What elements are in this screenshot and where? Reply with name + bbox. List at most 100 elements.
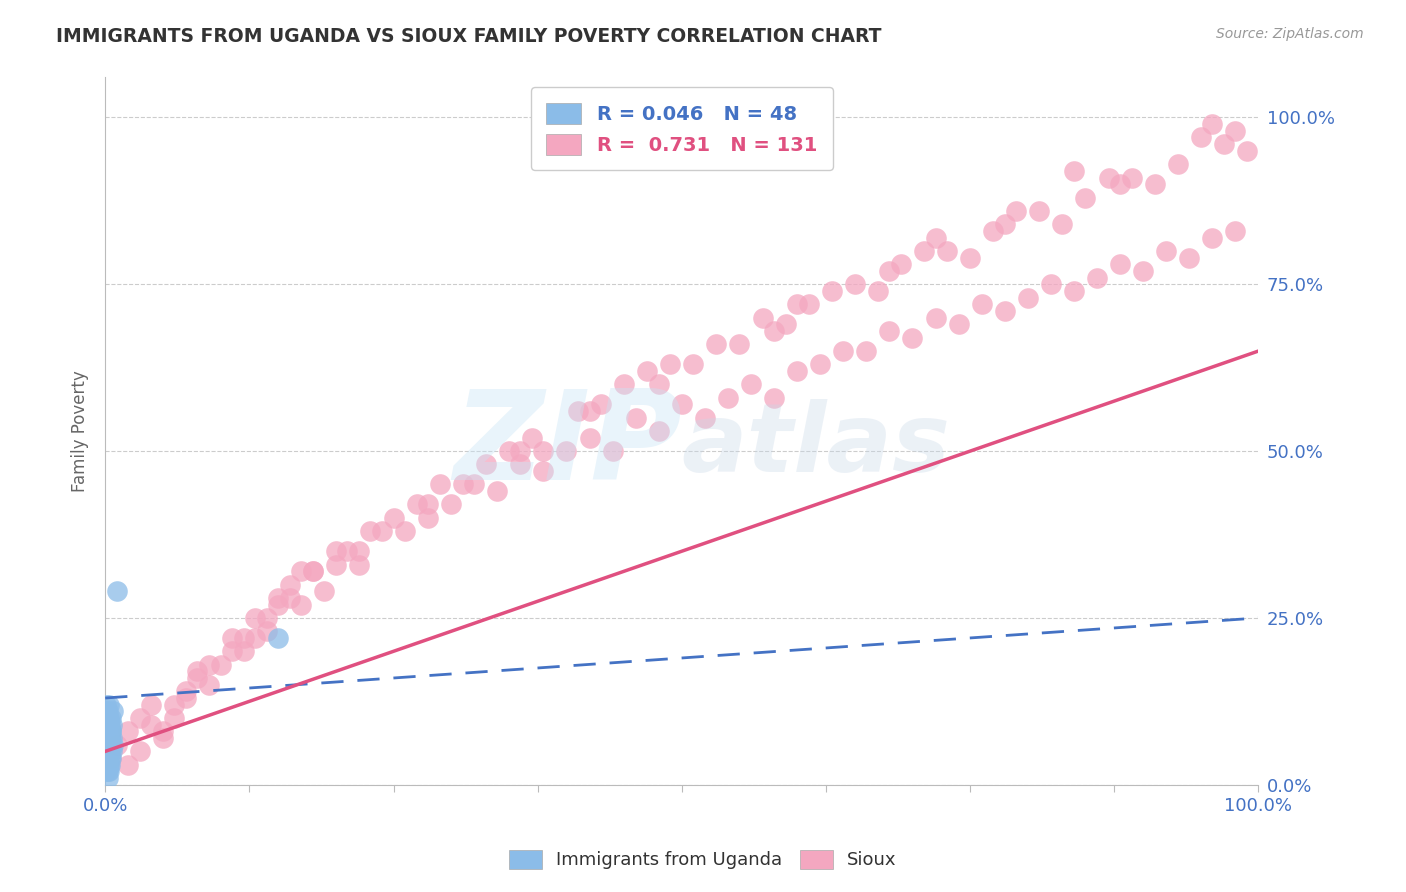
Point: [96, 744, 118, 758]
Point: [96, 724, 118, 739]
Point: [786, 364, 808, 378]
Point: [243, 631, 266, 645]
Point: [405, 498, 427, 512]
Point: [96, 698, 118, 712]
Point: [706, 337, 728, 351]
Point: [832, 344, 855, 359]
Point: [97, 717, 120, 731]
Point: [1052, 217, 1074, 231]
Point: [100, 711, 122, 725]
Point: [936, 244, 959, 258]
Point: [141, 698, 163, 712]
Point: [682, 357, 704, 371]
Text: Source: ZipAtlas.com: Source: ZipAtlas.com: [1216, 27, 1364, 41]
Point: [591, 397, 613, 411]
Point: [97, 744, 120, 758]
Point: [890, 257, 912, 271]
Point: [278, 591, 301, 605]
Point: [105, 584, 128, 599]
Point: [763, 391, 786, 405]
Point: [128, 744, 150, 758]
Point: [624, 410, 647, 425]
Point: [844, 277, 866, 292]
Point: [96, 738, 118, 752]
Point: [981, 224, 1004, 238]
Point: [578, 431, 600, 445]
Point: [533, 444, 555, 458]
Point: [267, 591, 290, 605]
Point: [347, 544, 370, 558]
Point: [924, 230, 946, 244]
Point: [97, 717, 120, 731]
Point: [1039, 277, 1062, 292]
Point: [1028, 203, 1050, 218]
Point: [163, 698, 186, 712]
Point: [347, 558, 370, 572]
Legend: Immigrants from Uganda, Sioux: Immigrants from Uganda, Sioux: [501, 841, 905, 879]
Point: [994, 304, 1017, 318]
Point: [100, 738, 122, 752]
Point: [98, 717, 121, 731]
Point: [1178, 251, 1201, 265]
Point: [209, 657, 232, 672]
Point: [509, 458, 531, 472]
Point: [96, 757, 118, 772]
Point: [509, 444, 531, 458]
Point: [221, 644, 243, 658]
Point: [994, 217, 1017, 231]
Point: [1189, 130, 1212, 145]
Point: [394, 524, 416, 539]
Point: [416, 498, 439, 512]
Text: IMMIGRANTS FROM UGANDA VS SIOUX FAMILY POVERTY CORRELATION CHART: IMMIGRANTS FROM UGANDA VS SIOUX FAMILY P…: [56, 27, 882, 45]
Point: [105, 738, 128, 752]
Point: [751, 310, 773, 325]
Point: [1063, 284, 1085, 298]
Point: [96, 764, 118, 779]
Point: [671, 397, 693, 411]
Point: [879, 324, 901, 338]
Point: [98, 751, 121, 765]
Point: [198, 657, 221, 672]
Point: [970, 297, 993, 311]
Point: [659, 357, 682, 371]
Point: [613, 377, 636, 392]
Point: [100, 724, 122, 739]
Text: ZIP: ZIP: [453, 384, 682, 506]
Point: [97, 757, 120, 772]
Point: [232, 644, 254, 658]
Point: [1201, 230, 1223, 244]
Point: [98, 744, 121, 758]
Point: [243, 611, 266, 625]
Point: [763, 324, 786, 338]
Point: [325, 544, 347, 558]
Point: [1097, 170, 1119, 185]
Point: [1063, 164, 1085, 178]
Point: [267, 631, 290, 645]
Point: [301, 564, 323, 578]
Point: [1154, 244, 1177, 258]
Legend: R = 0.046   N = 48, R =  0.731   N = 131: R = 0.046 N = 48, R = 0.731 N = 131: [531, 87, 832, 170]
Point: [1225, 124, 1247, 138]
Point: [98, 724, 121, 739]
Point: [96, 738, 118, 752]
Point: [555, 444, 578, 458]
Point: [567, 404, 589, 418]
Point: [648, 424, 671, 438]
Point: [117, 757, 139, 772]
Point: [1121, 170, 1143, 185]
Point: [336, 544, 359, 558]
Point: [1085, 270, 1108, 285]
Point: [948, 318, 970, 332]
Point: [128, 711, 150, 725]
Point: [314, 584, 336, 599]
Point: [152, 724, 174, 739]
Point: [301, 564, 323, 578]
Point: [602, 444, 624, 458]
Point: [141, 717, 163, 731]
Point: [96, 704, 118, 718]
Point: [100, 724, 122, 739]
Point: [959, 251, 981, 265]
Point: [325, 558, 347, 572]
Point: [96, 717, 118, 731]
Point: [100, 751, 122, 765]
